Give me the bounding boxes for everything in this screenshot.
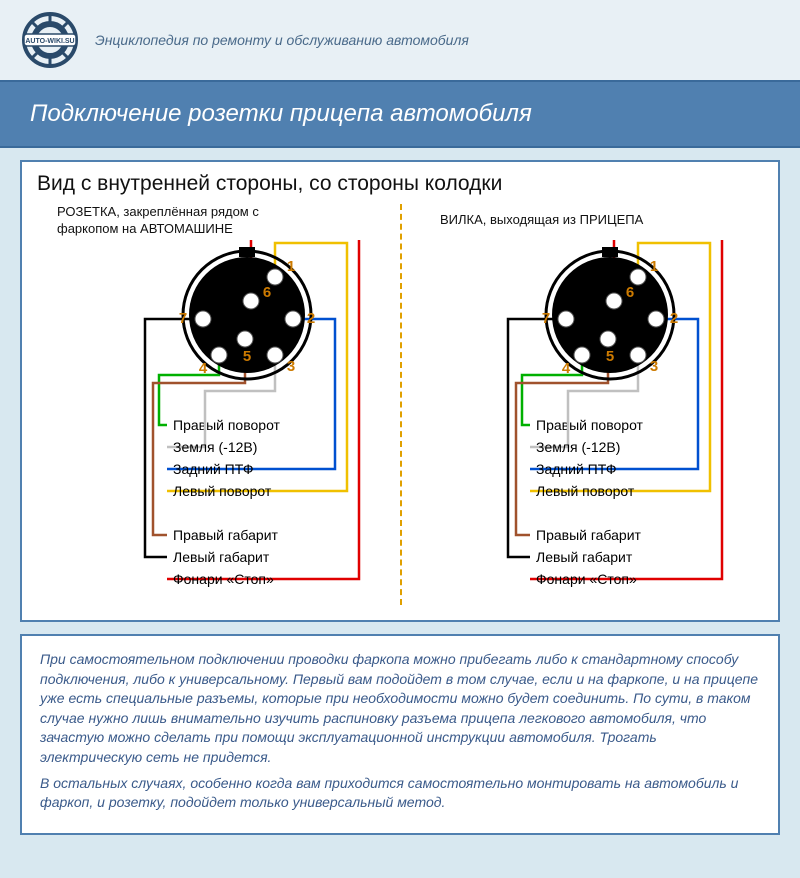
svg-text:Земля (-12В): Земля (-12В) <box>536 439 620 455</box>
description-panel: При самостоятельном подключении проводки… <box>20 634 780 835</box>
description-p1: При самостоятельном подключении проводки… <box>40 650 760 768</box>
svg-text:Левый габарит: Левый габарит <box>173 549 270 565</box>
svg-text:3: 3 <box>287 358 295 375</box>
diagram-heading: Вид с внутренней стороны, со стороны кол… <box>37 172 763 196</box>
svg-text:4: 4 <box>562 360 571 377</box>
page-header: AUTO-WIKI.SU Энциклопедия по ремонту и о… <box>0 0 800 80</box>
svg-text:2: 2 <box>670 310 678 327</box>
svg-text:1: 1 <box>650 258 658 275</box>
left-col-title: РОЗЕТКА, закреплённая рядом с фаркопом н… <box>37 204 400 240</box>
svg-text:7: 7 <box>542 310 550 327</box>
svg-text:6: 6 <box>263 284 271 301</box>
page-title: Подключение розетки прицепа автомобиля <box>0 80 800 148</box>
svg-text:2: 2 <box>307 310 315 327</box>
description-p2: В остальных случаях, особенно когда вам … <box>40 774 760 813</box>
diagram-left: РОЗЕТКА, закреплённая рядом с фаркопом н… <box>37 204 400 605</box>
svg-text:Земля (-12В): Земля (-12В) <box>173 439 257 455</box>
svg-text:Левый поворот: Левый поворот <box>173 483 272 499</box>
svg-text:3: 3 <box>650 358 658 375</box>
wiring-diagram-panel: Вид с внутренней стороны, со стороны кол… <box>20 160 780 622</box>
svg-text:7: 7 <box>179 310 187 327</box>
svg-text:Правый габарит: Правый габарит <box>173 527 279 543</box>
svg-text:Правый поворот: Правый поворот <box>173 417 281 433</box>
svg-text:Задний ПТФ: Задний ПТФ <box>536 461 616 477</box>
site-subtitle: Энциклопедия по ремонту и обслуживанию а… <box>95 31 469 49</box>
logo-text: AUTO-WIKI.SU <box>25 38 74 45</box>
svg-text:4: 4 <box>199 360 208 377</box>
svg-text:Фонари «Стоп»: Фонари «Стоп» <box>173 571 274 587</box>
svg-text:5: 5 <box>243 348 251 365</box>
svg-text:6: 6 <box>626 284 634 301</box>
right-col-title: ВИЛКА, выходящая из ПРИЦЕПА <box>400 204 763 240</box>
svg-text:Правый поворот: Правый поворот <box>536 417 644 433</box>
svg-text:Левый поворот: Левый поворот <box>536 483 635 499</box>
site-logo: AUTO-WIKI.SU <box>20 10 80 70</box>
svg-text:Задний ПТФ: Задний ПТФ <box>173 461 253 477</box>
diagram-right: ВИЛКА, выходящая из ПРИЦЕПА Правый повор… <box>400 204 763 605</box>
svg-text:1: 1 <box>287 258 295 275</box>
svg-text:Фонари «Стоп»: Фонари «Стоп» <box>536 571 637 587</box>
svg-text:Левый габарит: Левый габарит <box>536 549 633 565</box>
svg-text:Правый габарит: Правый габарит <box>536 527 642 543</box>
svg-text:5: 5 <box>606 348 614 365</box>
